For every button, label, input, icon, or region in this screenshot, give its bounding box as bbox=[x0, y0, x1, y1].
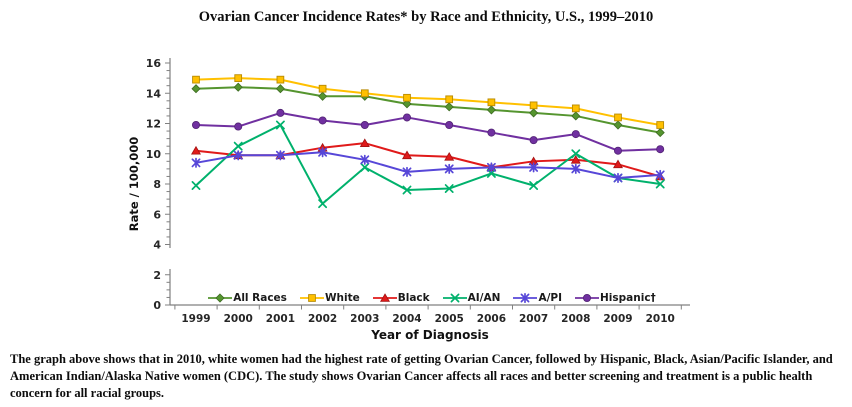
incidence-line-chart: 0 2 4 6 8 10 12 14 16 1999 2000 2001 2002 2003 2004 200… bbox=[127, 57, 690, 342]
x-tick-label: 2008 bbox=[561, 313, 590, 325]
y-tick-label: 16 bbox=[146, 57, 162, 70]
x-tick-label: 2006 bbox=[477, 313, 506, 325]
x-tick-label: 2004 bbox=[392, 313, 421, 325]
y-tick-label: 12 bbox=[146, 118, 161, 131]
legend-item-hispanic: Hispanic† bbox=[575, 292, 656, 304]
series-white bbox=[192, 74, 665, 129]
y-axis bbox=[165, 58, 171, 306]
y-tick-label: 4 bbox=[153, 239, 161, 252]
x-tick-label: 2001 bbox=[266, 313, 295, 325]
x-tick-label: 2009 bbox=[603, 313, 632, 325]
x-tick-label: 2003 bbox=[350, 313, 379, 325]
square-marker-icon bbox=[299, 294, 324, 302]
series-black bbox=[191, 138, 666, 181]
y-tick-label: 6 bbox=[153, 208, 161, 221]
x-tick-label: 2010 bbox=[646, 313, 675, 325]
y-axis-title: Rate / 100,000 bbox=[127, 137, 141, 232]
x-tick-label: 2005 bbox=[435, 313, 464, 325]
legend-item-all-races: All Races bbox=[208, 292, 287, 304]
legend-label: Black bbox=[397, 292, 430, 304]
x-tick-label: 1999 bbox=[181, 313, 210, 325]
x-tick-label: 2007 bbox=[519, 313, 548, 325]
series-ai-an bbox=[191, 120, 665, 209]
legend-label: AI/AN bbox=[467, 292, 501, 304]
caption-text: The graph above shows that in 2010, whit… bbox=[10, 352, 833, 400]
x-axis-title: Year of Diagnosis bbox=[370, 328, 489, 342]
y-tick-label: 0 bbox=[153, 299, 161, 312]
legend-label: Hispanic† bbox=[600, 292, 656, 304]
y-tick-label: 8 bbox=[153, 178, 161, 191]
series-hispanic bbox=[191, 108, 665, 155]
asterisk-marker-icon bbox=[513, 292, 538, 304]
legend-item-ai-an: AI/AN bbox=[442, 292, 501, 304]
circle-marker-icon bbox=[575, 294, 600, 302]
triangle-marker-icon bbox=[372, 293, 397, 302]
x-tick-label: 2002 bbox=[308, 313, 337, 325]
y-tick-label: 2 bbox=[153, 269, 161, 282]
legend-label: White bbox=[324, 292, 360, 304]
chart-legend: All Races White Black AI/AN A/PI Hispanic† bbox=[170, 290, 694, 306]
x-axis bbox=[170, 304, 690, 310]
legend-label: All Races bbox=[233, 292, 287, 304]
x-tick-label: 2000 bbox=[224, 313, 253, 325]
y-tick-label: 10 bbox=[146, 148, 162, 161]
legend-item-a-pi: A/PI bbox=[513, 292, 562, 304]
legend-item-black: Black bbox=[372, 292, 430, 304]
y-tick-label: 14 bbox=[146, 87, 162, 100]
x-marker-icon bbox=[442, 293, 467, 303]
series-a-pi bbox=[191, 147, 665, 183]
legend-item-white: White bbox=[299, 292, 360, 304]
diamond-marker-icon bbox=[208, 293, 233, 303]
series-all-races bbox=[191, 82, 665, 138]
chart-title: Ovarian Cancer Incidence Rates* by Race … bbox=[198, 9, 654, 25]
legend-label: A/PI bbox=[538, 292, 563, 304]
